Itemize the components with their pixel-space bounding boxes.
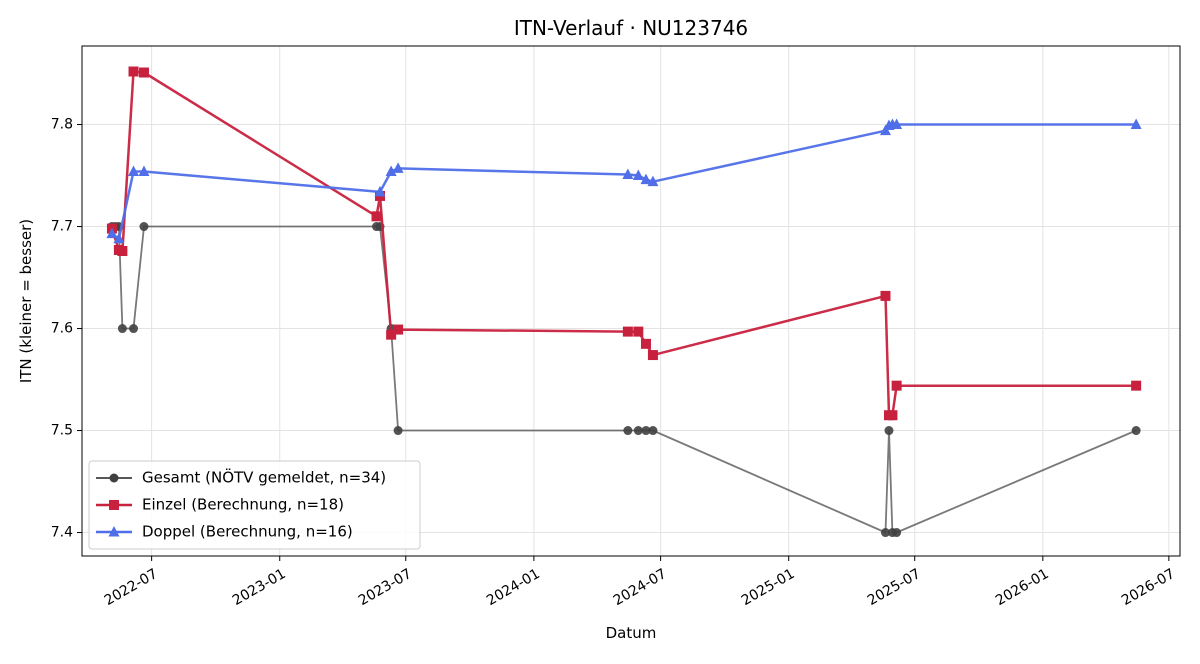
data-point (880, 528, 890, 538)
data-point (1131, 380, 1142, 391)
legend-entry: Gesamt (NÖTV gemeldet, n=34) (96, 468, 386, 487)
plot-frame (81, 45, 1181, 557)
data-point (647, 350, 658, 361)
x-tick-label: 2024-01 (484, 566, 543, 609)
y-axis-label: ITN (kleiner = besser) (17, 219, 35, 383)
data-point (138, 67, 149, 78)
data-point (129, 324, 139, 334)
legend-entry: Einzel (Berechnung, n=18) (96, 496, 344, 514)
legend-label: Gesamt (NÖTV gemeldet, n=34) (142, 468, 386, 487)
data-point (1130, 118, 1142, 130)
series-square (106, 66, 1142, 421)
data-point (393, 426, 403, 436)
data-point (386, 329, 397, 340)
y-tick-label: 7.8 (51, 117, 73, 133)
data-point (139, 222, 149, 232)
x-tick-label: 2024-07 (611, 566, 670, 609)
data-point (640, 338, 651, 349)
data-point (117, 246, 128, 257)
series-layer (106, 66, 1142, 538)
data-point (128, 66, 139, 77)
data-point (647, 175, 659, 187)
series-circle (107, 222, 1141, 538)
legend-label: Einzel (Berechnung, n=18) (142, 496, 344, 514)
y-tick-label: 7.7 (51, 219, 73, 235)
x-tick-label: 2025-01 (739, 566, 798, 609)
legend-entry: Doppel (Berechnung, n=16) (96, 523, 353, 541)
data-point (880, 290, 891, 301)
data-point (640, 173, 652, 185)
data-point (622, 326, 633, 337)
x-tick-label: 2026-07 (1119, 566, 1178, 609)
x-tick-label: 2022-07 (102, 566, 161, 609)
data-point (641, 426, 651, 436)
data-point (113, 232, 125, 244)
data-point (385, 165, 397, 176)
data-point (891, 380, 902, 391)
legend: Gesamt (NÖTV gemeldet, n=34) Einzel (Bere… (88, 460, 421, 550)
data-point (117, 324, 127, 334)
data-point (632, 169, 644, 181)
legend-marker (108, 526, 120, 537)
data-point (371, 211, 382, 222)
series-line (111, 123, 1137, 241)
data-point (633, 426, 643, 436)
x-tick-label: 2025-07 (865, 566, 924, 609)
data-point (887, 410, 898, 421)
y-tick-label: 7.5 (51, 423, 73, 439)
data-point (392, 162, 404, 173)
data-point (106, 227, 118, 239)
data-point (891, 118, 903, 130)
legend-label: Doppel (Berechnung, n=16) (142, 523, 353, 541)
x-tick-label: 2026-01 (993, 566, 1052, 609)
legend-box (88, 460, 421, 550)
data-point (128, 165, 140, 176)
chart-title: ITN-Verlauf · NU123746 (514, 16, 748, 40)
data-point (1131, 426, 1141, 436)
data-point (633, 326, 644, 337)
x-tick-label: 2023-01 (230, 566, 289, 609)
data-point (374, 185, 386, 197)
data-point (648, 426, 658, 436)
data-point (393, 324, 404, 335)
y-tick-label: 7.4 (51, 525, 73, 541)
series-triangle (106, 118, 1142, 244)
x-tick-label: 2023-07 (356, 566, 415, 609)
y-tick-label: 7.6 (51, 321, 73, 337)
data-point (622, 168, 634, 180)
x-axis-label: Datum (606, 624, 657, 642)
series-line (110, 70, 1137, 417)
data-point (138, 165, 150, 176)
legend-marker (109, 500, 119, 510)
data-point (892, 528, 902, 538)
data-point (623, 426, 633, 436)
legend-marker (109, 473, 119, 483)
data-point (884, 426, 894, 436)
